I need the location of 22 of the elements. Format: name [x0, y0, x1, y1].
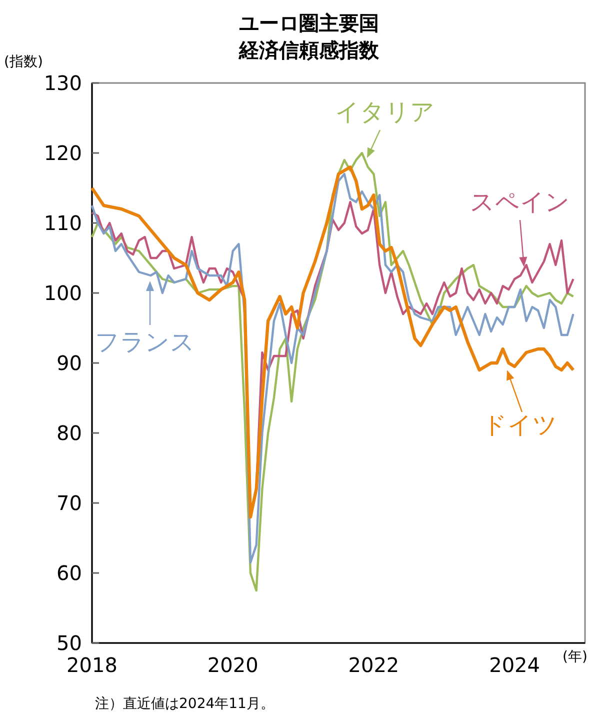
y-tick-label: 90 [56, 351, 82, 375]
x-axis-title: (年) [562, 649, 588, 665]
chart-subtitle: 経済信頼感指数 [238, 38, 380, 62]
y-tick-label: 110 [44, 211, 82, 235]
chart-title: ユーロ圏主要国 [239, 11, 379, 35]
x-tick-label: 2020 [207, 653, 258, 677]
y-tick-label: 60 [56, 561, 82, 585]
x-tick-label: 2018 [66, 653, 118, 677]
x-tick-label: 2022 [348, 653, 400, 677]
y-tick-label: 130 [44, 71, 82, 95]
text: 注）直近値は2024年11月。 [95, 696, 274, 712]
x-tick-label: 2024 [489, 653, 540, 677]
y-tick-label: 120 [44, 141, 82, 165]
y-tick-label: 50 [56, 631, 82, 655]
series-label: スペイン [470, 188, 570, 216]
series-label: イタリア [335, 98, 435, 126]
y-tick-label: 80 [56, 421, 82, 445]
y-axis-title: (指数) [4, 54, 43, 70]
legend-label: フランス [95, 328, 195, 356]
y-tick-label: 100 [44, 281, 82, 305]
legend-label: ドイツ [482, 411, 558, 439]
y-tick-label: 70 [56, 491, 82, 515]
